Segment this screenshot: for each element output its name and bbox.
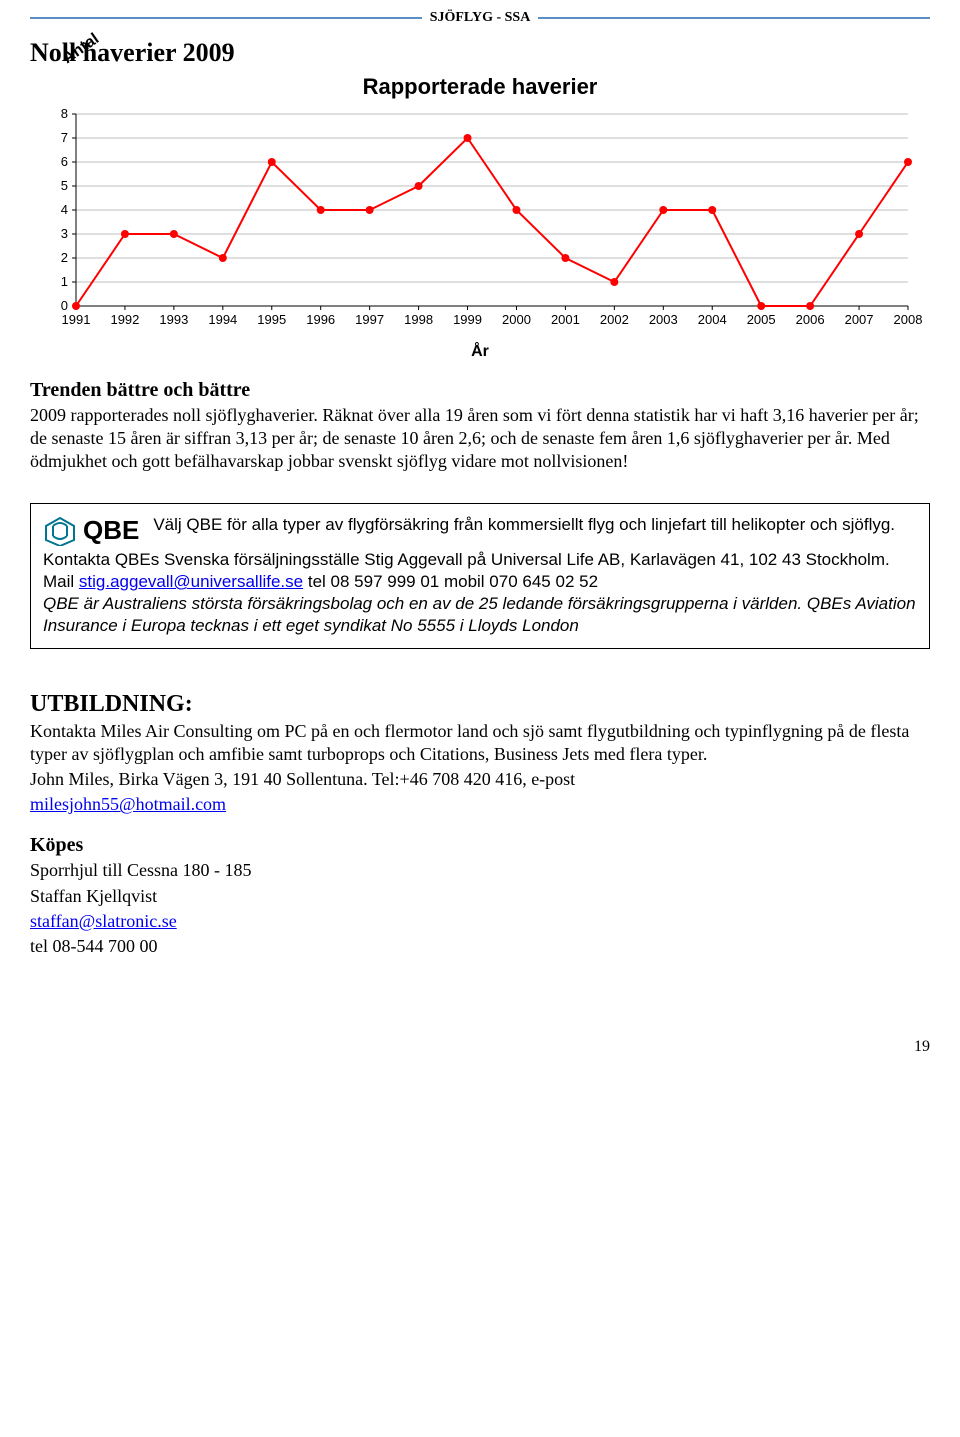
svg-text:1991: 1991 xyxy=(62,312,91,327)
header-rule-right xyxy=(538,17,930,19)
svg-text:6: 6 xyxy=(61,154,68,169)
svg-text:2004: 2004 xyxy=(698,312,727,327)
qbe-logo-icon xyxy=(43,516,77,546)
svg-text:1992: 1992 xyxy=(110,312,139,327)
svg-text:2007: 2007 xyxy=(845,312,874,327)
svg-text:4: 4 xyxy=(61,202,68,217)
qbe-ad-box: QBE Välj QBE för alla typer av flygförsä… xyxy=(30,503,930,649)
chart-title: Rapporterade haverier xyxy=(30,74,930,100)
qbe-email-link[interactable]: stig.aggevall@universallife.se xyxy=(79,572,303,591)
svg-text:1999: 1999 xyxy=(453,312,482,327)
svg-text:2003: 2003 xyxy=(649,312,678,327)
svg-text:1995: 1995 xyxy=(257,312,286,327)
svg-text:2002: 2002 xyxy=(600,312,629,327)
utbildning-heading: UTBILDNING: xyxy=(30,691,930,718)
utbildning-p1: Kontakta Miles Air Consulting om PC på e… xyxy=(30,720,930,766)
utbildning-p2: John Miles, Birka Vägen 3, 191 40 Sollen… xyxy=(30,768,930,791)
kopes-heading: Köpes xyxy=(30,834,930,857)
svg-text:1996: 1996 xyxy=(306,312,335,327)
svg-text:2: 2 xyxy=(61,250,68,265)
kopes-l4: tel 08-544 700 00 xyxy=(30,935,930,958)
page-number: 19 xyxy=(30,1038,930,1056)
header-title: SJÖFLYG - SSA xyxy=(430,10,531,26)
svg-text:3: 3 xyxy=(61,226,68,241)
utbildning-email-link[interactable]: milesjohn55@hotmail.com xyxy=(30,794,226,814)
qbe-contact-post: tel 08 597 999 01 mobil 070 645 02 52 xyxy=(303,572,598,591)
svg-text:2006: 2006 xyxy=(796,312,825,327)
svg-text:1: 1 xyxy=(61,274,68,289)
qbe-headline: Välj QBE för alla typer av flygförsäkrin… xyxy=(153,514,917,536)
qbe-contact-line: Kontakta QBEs Svenska försäljningsställe… xyxy=(43,549,917,593)
svg-text:1998: 1998 xyxy=(404,312,433,327)
svg-text:2001: 2001 xyxy=(551,312,580,327)
chart-container: Antal Rapporterade haverier 012345678199… xyxy=(30,74,930,361)
svg-text:0: 0 xyxy=(61,298,68,313)
svg-text:2000: 2000 xyxy=(502,312,531,327)
trend-body: 2009 rapporterades noll sjöflyghaverier.… xyxy=(30,404,930,473)
svg-text:1993: 1993 xyxy=(159,312,188,327)
kopes-l1: Sporrhjul till Cessna 180 - 185 xyxy=(30,859,930,882)
svg-text:1997: 1997 xyxy=(355,312,384,327)
svg-text:8: 8 xyxy=(61,106,68,121)
kopes-email-link[interactable]: staffan@slatronic.se xyxy=(30,911,177,931)
header-rule-left xyxy=(30,17,422,19)
svg-text:2005: 2005 xyxy=(747,312,776,327)
chart-x-axis-label: År xyxy=(30,343,930,361)
qbe-logo: QBE xyxy=(43,514,139,547)
svg-text:2008: 2008 xyxy=(894,312,923,327)
svg-text:5: 5 xyxy=(61,178,68,193)
svg-text:7: 7 xyxy=(61,130,68,145)
svg-text:1994: 1994 xyxy=(208,312,237,327)
kopes-l2: Staffan Kjellqvist xyxy=(30,885,930,908)
trend-heading: Trenden bättre och bättre xyxy=(30,379,930,402)
page-title: Noll haverier 2009 xyxy=(30,38,930,68)
page-header: SJÖFLYG - SSA xyxy=(30,10,930,26)
qbe-logo-text: QBE xyxy=(83,514,139,547)
chart-plot: 0 1 2 3 4 5 6 7 8 1991 1992 1993 1994 1995 1996 1997 199… xyxy=(30,106,930,341)
qbe-italic-block: QBE är Australiens största försäkringsbo… xyxy=(43,593,917,637)
